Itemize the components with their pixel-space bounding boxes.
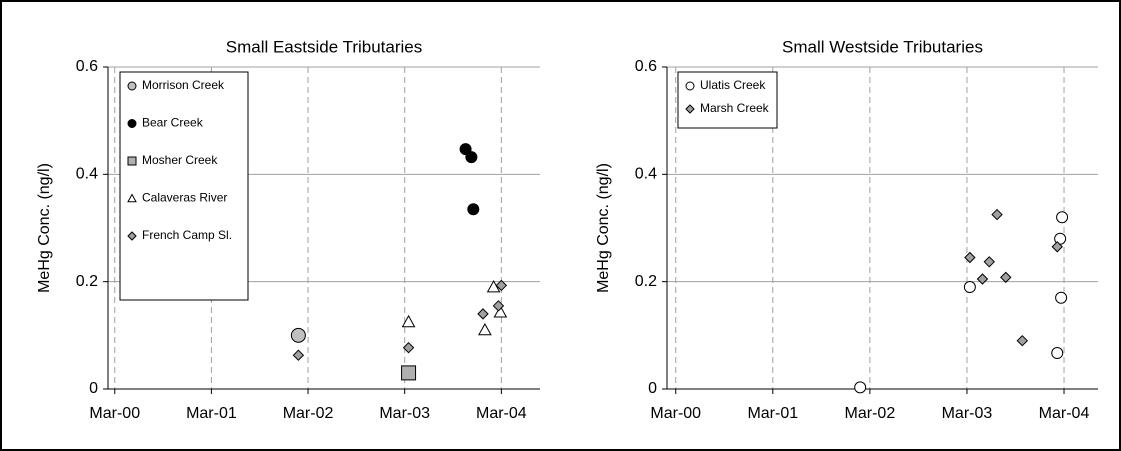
y-tick-label: 0 — [648, 380, 657, 397]
marker — [1051, 241, 1063, 253]
y-tick-label: 0.6 — [635, 58, 657, 75]
x-tick-label: Mar-03 — [379, 405, 430, 422]
x-tick-label: Mar-04 — [1039, 405, 1090, 422]
marker — [478, 322, 492, 336]
x-tick-label: Mar-04 — [476, 405, 527, 422]
chart-title: Small Westside Tributaries — [782, 37, 983, 56]
legend-marker — [127, 81, 137, 91]
marker — [290, 327, 306, 343]
y-tick-label: 0.2 — [76, 273, 98, 290]
legend-label: Ulatis Creek — [700, 78, 766, 92]
y-axis-label: MeHg Conc. (ng/l) — [595, 163, 612, 293]
marker — [963, 281, 976, 294]
marker — [467, 203, 480, 216]
legend-box — [677, 71, 778, 129]
marker — [292, 349, 305, 361]
legend-label: Calaveras River — [142, 191, 227, 205]
marker — [401, 365, 417, 381]
legend-label: French Camp Sl. — [142, 228, 232, 242]
marker — [991, 208, 1003, 221]
marker — [459, 143, 472, 156]
chart-title: Small Eastside Tributaries — [226, 37, 423, 56]
legend-label: Marsh Creek — [700, 101, 770, 115]
y-tick-label: 0 — [89, 380, 98, 397]
marker — [964, 251, 976, 264]
marker — [401, 314, 416, 328]
legend-marker — [127, 119, 137, 128]
x-tick-label: Mar-01 — [747, 405, 798, 422]
marker — [1051, 347, 1064, 360]
x-tick-label: Mar-02 — [283, 405, 334, 422]
marker — [402, 341, 415, 354]
x-tick-label: Mar-02 — [845, 405, 896, 422]
legend-label: Morrison Creek — [142, 78, 225, 92]
marker — [1016, 334, 1028, 347]
legend-marker — [127, 156, 137, 166]
y-tick-label: 0.4 — [76, 166, 98, 183]
marker — [493, 305, 508, 318]
marker — [465, 151, 478, 164]
legend-label: Bear Creek — [142, 116, 204, 130]
y-tick-label: 0.2 — [635, 273, 657, 290]
x-tick-label: Mar-00 — [650, 405, 701, 422]
legend-label: Mosher Creek — [142, 153, 218, 167]
y-tick-label: 0.6 — [76, 58, 98, 75]
x-tick-label: Mar-03 — [942, 405, 993, 422]
y-tick-label: 0.4 — [635, 166, 657, 183]
marker — [486, 280, 501, 293]
legend-marker — [127, 231, 137, 241]
legend-marker — [127, 193, 137, 203]
marker — [492, 300, 505, 312]
marker — [495, 279, 508, 292]
legend-marker — [685, 104, 695, 114]
y-axis-label: MeHg Conc. (ng/l) — [36, 163, 53, 293]
marker — [983, 256, 995, 268]
marker — [854, 381, 867, 394]
legend-box — [119, 71, 249, 301]
marker — [477, 308, 489, 320]
x-tick-label: Mar-01 — [186, 405, 237, 422]
marker — [1056, 211, 1069, 224]
legend-marker — [685, 81, 695, 91]
x-tick-label: Mar-00 — [89, 405, 140, 422]
marker — [1000, 271, 1012, 284]
marker — [1055, 291, 1068, 304]
marker — [976, 273, 989, 285]
